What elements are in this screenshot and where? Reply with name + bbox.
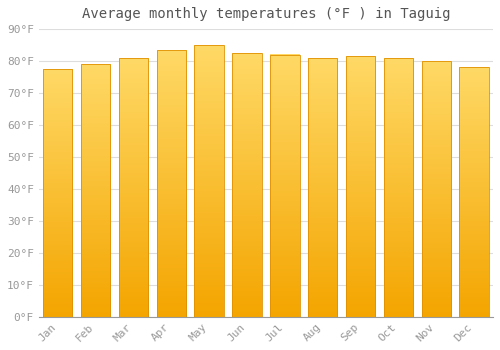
Bar	[194, 45, 224, 317]
Bar	[384, 58, 413, 317]
Bar	[118, 58, 148, 317]
Bar	[308, 58, 338, 317]
Bar	[43, 69, 72, 317]
Bar	[460, 68, 489, 317]
Bar	[81, 64, 110, 317]
Bar	[232, 53, 262, 317]
Bar	[422, 61, 451, 317]
Bar	[156, 50, 186, 317]
Title: Average monthly temperatures (°F ) in Taguig: Average monthly temperatures (°F ) in Ta…	[82, 7, 450, 21]
Bar	[270, 55, 300, 317]
Bar	[346, 56, 376, 317]
